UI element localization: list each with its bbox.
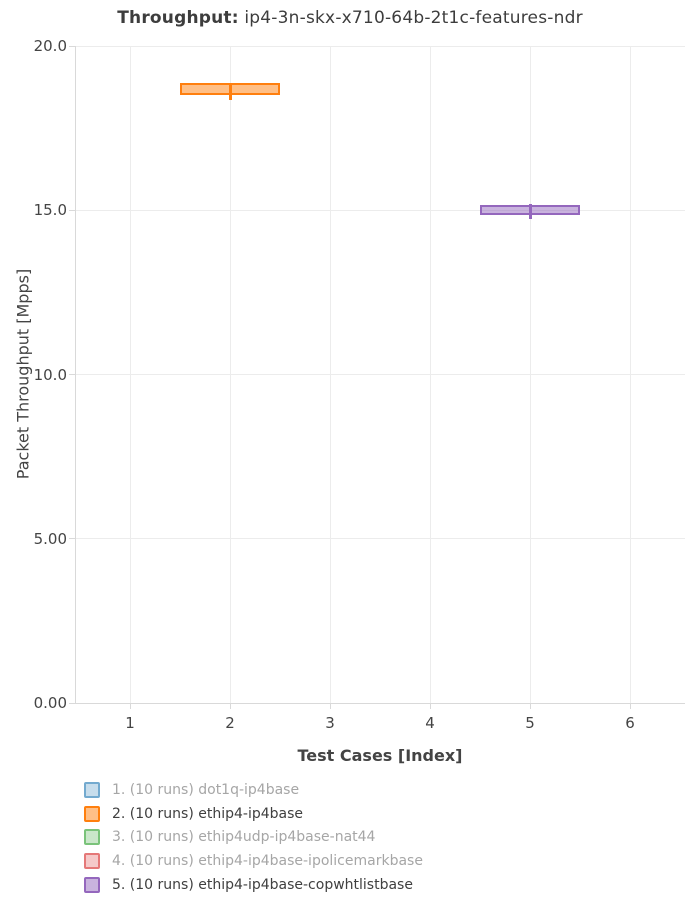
h-gridline	[75, 209, 685, 211]
x-tick-mark	[229, 703, 231, 709]
legend-swatch-icon	[84, 853, 100, 870]
x-axis-line	[75, 703, 685, 704]
box-2-whisker	[228, 83, 232, 101]
x-tick-mark	[429, 703, 431, 709]
chart-title-prefix: Throughput:	[117, 8, 239, 28]
x-tick-label: 1	[125, 714, 135, 732]
legend-item-1[interactable]: 1. (10 runs) dot1q-ip4base	[84, 781, 423, 799]
y-axis-title: Packet Throughput [Mpps]	[13, 268, 33, 480]
legend-label: 1. (10 runs) dot1q-ip4base	[112, 782, 300, 798]
chart-title-suffix: ip4-3n-skx-x710-64b-2t1c-features-ndr	[238, 8, 583, 28]
legend-item-4[interactable]: 4. (10 runs) ethip4-ip4base-ipolicemarkb…	[84, 852, 423, 870]
h-gridline	[75, 538, 685, 540]
legend-label: 2. (10 runs) ethip4-ip4base	[112, 805, 304, 822]
v-gridline	[529, 46, 531, 703]
legend-item-3[interactable]: 3. (10 runs) ethip4udp-ip4base-nat44	[84, 828, 423, 846]
v-gridline	[629, 46, 631, 703]
chart-title: Throughput: ip4-3n-skx-x710-64b-2t1c-fea…	[0, 8, 700, 28]
legend-label: 4. (10 runs) ethip4-ip4base-ipolicemarkb…	[112, 853, 423, 870]
legend-swatch-icon	[84, 876, 100, 893]
legend-swatch-icon	[84, 782, 100, 798]
x-tick-mark	[529, 703, 531, 709]
box-5-whisker	[528, 203, 532, 220]
legend: 1. (10 runs) dot1q-ip4base 2. (10 runs) e…	[84, 781, 423, 899]
legend-item-5[interactable]: 5. (10 runs) ethip4-ip4base-copwhtlistba…	[84, 876, 423, 894]
y-tick-label: 20.0	[33, 37, 67, 55]
x-tick-label: 6	[625, 714, 635, 732]
x-tick-label: 5	[525, 714, 535, 732]
x-axis-title: Test Cases [Index]	[297, 746, 463, 765]
x-tick-label: 2	[225, 714, 235, 732]
y-tick-mark	[69, 45, 75, 47]
y-tick-label: 0.00	[33, 694, 67, 712]
x-tick-label: 4	[425, 714, 435, 732]
legend-label: 5. (10 runs) ethip4-ip4base-copwhtlistba…	[112, 876, 413, 893]
x-tick-mark	[129, 703, 131, 709]
y-tick-mark	[69, 374, 75, 375]
legend-swatch-icon	[84, 829, 100, 846]
legend-item-2[interactable]: 2. (10 runs) ethip4-ip4base	[84, 805, 423, 823]
y-axis-line	[75, 46, 76, 703]
v-gridline	[229, 46, 231, 703]
y-tick-label: 5.00	[33, 529, 67, 548]
legend-label: 3. (10 runs) ethip4udp-ip4base-nat44	[112, 829, 376, 846]
y-tick-label: 10.0	[33, 365, 67, 384]
v-gridline	[429, 46, 431, 703]
x-tick-label: 3	[325, 714, 335, 732]
x-tick-mark	[629, 703, 631, 709]
y-tick-mark	[69, 538, 75, 540]
h-gridline	[75, 45, 685, 47]
v-gridline	[329, 46, 331, 703]
v-gridline	[129, 46, 131, 703]
y-tick-label: 15.0	[33, 201, 67, 220]
legend-swatch-icon	[84, 805, 100, 822]
h-gridline	[75, 374, 685, 375]
x-tick-mark	[329, 703, 331, 709]
y-tick-mark	[69, 702, 75, 704]
y-tick-mark	[69, 209, 75, 211]
